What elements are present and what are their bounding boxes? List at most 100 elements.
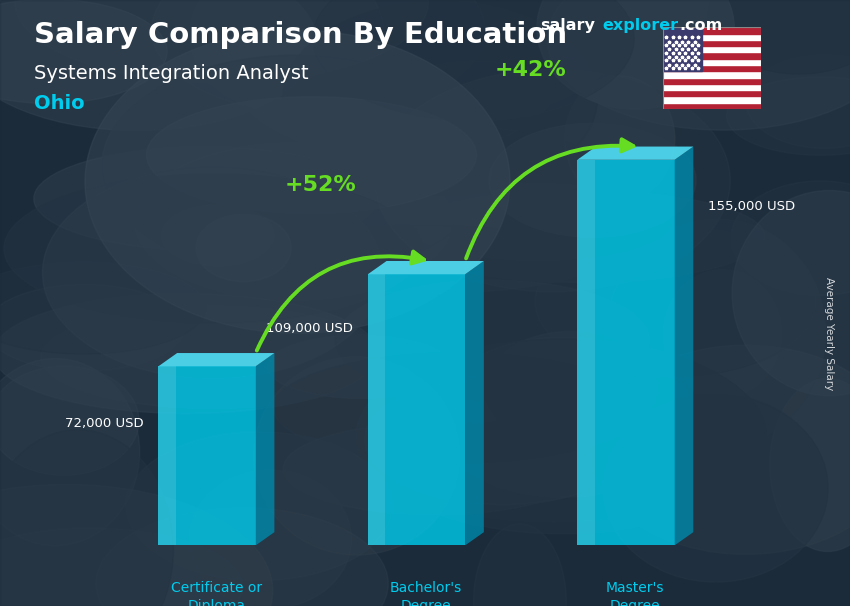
Ellipse shape: [591, 345, 850, 554]
Ellipse shape: [274, 353, 640, 463]
Ellipse shape: [664, 270, 781, 398]
Ellipse shape: [604, 395, 828, 582]
Ellipse shape: [151, 0, 485, 115]
Bar: [158, 366, 176, 545]
Ellipse shape: [606, 219, 825, 448]
Ellipse shape: [34, 147, 377, 251]
Text: explorer: explorer: [603, 18, 679, 33]
Text: Master's
Degree: Master's Degree: [606, 581, 665, 606]
Ellipse shape: [0, 0, 317, 130]
Ellipse shape: [391, 418, 717, 522]
Polygon shape: [577, 147, 694, 160]
Bar: [663, 72, 761, 78]
Bar: [577, 160, 675, 545]
Bar: [663, 65, 761, 72]
Ellipse shape: [537, 0, 734, 109]
Bar: [663, 96, 761, 103]
Ellipse shape: [4, 174, 422, 323]
Ellipse shape: [0, 484, 273, 606]
Ellipse shape: [146, 97, 477, 213]
Ellipse shape: [404, 184, 671, 261]
Ellipse shape: [484, 331, 656, 446]
Bar: [663, 103, 761, 109]
Ellipse shape: [190, 0, 384, 112]
Bar: [663, 78, 761, 84]
Text: +52%: +52%: [285, 175, 357, 195]
Ellipse shape: [313, 0, 634, 121]
FancyArrowPatch shape: [466, 139, 633, 258]
Ellipse shape: [489, 123, 696, 238]
Text: Systems Integration Analyst: Systems Integration Analyst: [34, 64, 309, 82]
Bar: [663, 27, 761, 33]
Polygon shape: [368, 261, 484, 275]
Polygon shape: [256, 353, 275, 545]
Ellipse shape: [0, 262, 207, 354]
Bar: [663, 53, 761, 59]
Bar: [663, 84, 761, 90]
Ellipse shape: [96, 508, 388, 606]
Ellipse shape: [433, 337, 694, 497]
Ellipse shape: [162, 205, 275, 266]
Text: 155,000 USD: 155,000 USD: [708, 199, 796, 213]
Ellipse shape: [770, 378, 850, 551]
Ellipse shape: [564, 76, 675, 201]
Text: Salary Comparison By Education: Salary Comparison By Education: [34, 21, 567, 49]
Text: Bachelor's
Degree: Bachelor's Degree: [389, 581, 462, 606]
Text: Certificate or
Diploma: Certificate or Diploma: [171, 581, 262, 606]
Bar: [158, 366, 256, 545]
Bar: [663, 27, 702, 72]
Ellipse shape: [547, 0, 850, 130]
Ellipse shape: [268, 335, 452, 398]
Ellipse shape: [365, 375, 641, 505]
Text: 109,000 USD: 109,000 USD: [266, 322, 353, 335]
Ellipse shape: [351, 61, 604, 216]
Bar: [663, 40, 761, 46]
Ellipse shape: [253, 357, 460, 555]
Ellipse shape: [42, 167, 382, 379]
Bar: [577, 160, 595, 545]
Ellipse shape: [102, 55, 492, 277]
Ellipse shape: [535, 226, 816, 376]
Ellipse shape: [397, 190, 765, 282]
Ellipse shape: [126, 432, 393, 581]
Ellipse shape: [0, 528, 242, 606]
Ellipse shape: [356, 339, 766, 534]
Ellipse shape: [135, 143, 451, 300]
Ellipse shape: [0, 284, 184, 371]
Ellipse shape: [189, 470, 352, 606]
Ellipse shape: [15, 0, 428, 83]
Ellipse shape: [196, 215, 292, 282]
Polygon shape: [465, 261, 484, 545]
Ellipse shape: [0, 294, 378, 413]
Bar: [368, 275, 465, 545]
Polygon shape: [158, 353, 275, 366]
Ellipse shape: [335, 280, 649, 401]
Ellipse shape: [745, 55, 850, 148]
Bar: [663, 59, 761, 65]
Ellipse shape: [0, 366, 139, 476]
Ellipse shape: [251, 225, 598, 294]
Text: +42%: +42%: [495, 61, 566, 81]
FancyArrowPatch shape: [257, 251, 424, 350]
Text: Average Yearly Salary: Average Yearly Salary: [824, 277, 834, 390]
Ellipse shape: [0, 359, 139, 546]
Bar: [663, 90, 761, 96]
Ellipse shape: [283, 1, 598, 196]
Text: Ohio: Ohio: [34, 94, 85, 113]
Ellipse shape: [731, 181, 850, 295]
Ellipse shape: [257, 0, 629, 122]
Bar: [663, 46, 761, 53]
Polygon shape: [675, 147, 694, 545]
Ellipse shape: [375, 70, 730, 292]
Ellipse shape: [0, 0, 167, 104]
Text: salary: salary: [540, 18, 595, 33]
Ellipse shape: [473, 524, 566, 606]
Text: .com: .com: [679, 18, 722, 33]
Ellipse shape: [85, 30, 510, 333]
Ellipse shape: [0, 430, 173, 606]
Ellipse shape: [239, 13, 555, 156]
Ellipse shape: [732, 190, 850, 396]
Ellipse shape: [283, 422, 587, 515]
Bar: [368, 275, 385, 545]
Ellipse shape: [708, 0, 850, 74]
